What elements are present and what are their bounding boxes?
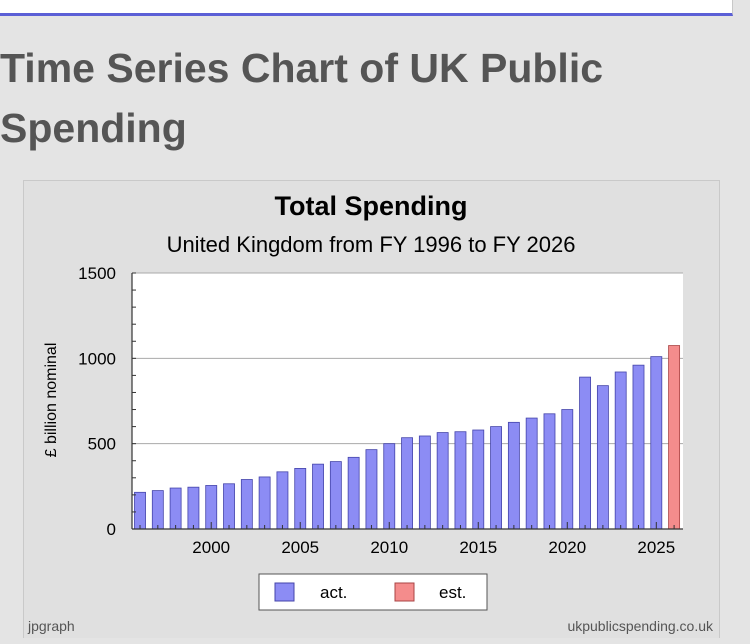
bar-2015 bbox=[472, 429, 485, 530]
bar-2012 bbox=[418, 435, 431, 530]
bar-1996 bbox=[134, 491, 146, 530]
bar-2022 bbox=[596, 385, 609, 530]
y-tick-label-0: 0 bbox=[107, 520, 116, 539]
bar-2007 bbox=[329, 461, 342, 530]
legend: act. est. bbox=[258, 573, 488, 611]
legend-swatch-act bbox=[274, 582, 295, 602]
bar-2020 bbox=[561, 409, 574, 530]
bar-2024 bbox=[632, 364, 645, 530]
bar-2021 bbox=[579, 376, 592, 530]
axes bbox=[131, 272, 683, 530]
credit-right: ukpublicspending.co.uk bbox=[567, 618, 714, 634]
bar-2019 bbox=[543, 413, 556, 530]
bar-2009 bbox=[365, 449, 378, 530]
x-tick-label-2010: 2010 bbox=[370, 538, 408, 557]
bar-2004 bbox=[276, 471, 289, 530]
bar-2017 bbox=[507, 421, 520, 530]
legend-box bbox=[258, 573, 488, 611]
legend-label-est: est. bbox=[439, 583, 466, 602]
y-axis-label: £ billion nominal bbox=[43, 343, 60, 458]
bar-2025 bbox=[650, 356, 663, 530]
chart-subtitle: United Kingdom from FY 1996 to FY 2026 bbox=[167, 232, 576, 257]
bar-2008 bbox=[347, 456, 360, 530]
x-tick-label-2005: 2005 bbox=[281, 538, 319, 557]
page-title: Time Series Chart of UK Public Spending bbox=[0, 45, 604, 151]
bar-2016 bbox=[490, 426, 502, 530]
x-tick-label-2020: 2020 bbox=[548, 538, 586, 557]
legend-label-act: act. bbox=[320, 583, 347, 602]
bar-1997 bbox=[151, 490, 164, 530]
x-tick-labels: 2000 2005 2010 2015 2020 2025 bbox=[192, 538, 675, 557]
y-tick-labels: 0 500 1000 1500 bbox=[78, 264, 116, 539]
x-tick-label-2025: 2025 bbox=[637, 538, 675, 557]
y-tick-label-500: 500 bbox=[88, 435, 116, 454]
bar-2026 bbox=[668, 345, 681, 530]
bar-2023 bbox=[614, 371, 627, 530]
x-tick-label-2000: 2000 bbox=[192, 538, 230, 557]
y-tick-label-1500: 1500 bbox=[78, 264, 116, 283]
legend-swatch-est bbox=[394, 582, 415, 602]
bar-2001 bbox=[223, 483, 235, 530]
spending-chart: Total Spending United Kingdom from FY 19… bbox=[27, 191, 714, 634]
bar-2011 bbox=[401, 437, 413, 530]
credit-left: jpgraph bbox=[27, 618, 75, 634]
bar-2002 bbox=[240, 479, 253, 530]
bar-2014 bbox=[454, 431, 467, 530]
x-tick-label-2015: 2015 bbox=[459, 538, 497, 557]
bar-2003 bbox=[258, 476, 271, 530]
bars bbox=[134, 345, 681, 530]
bar-2013 bbox=[436, 432, 449, 530]
y-tick-label-1000: 1000 bbox=[78, 349, 116, 368]
chart-title: Total Spending bbox=[275, 191, 468, 221]
bar-1998 bbox=[169, 487, 182, 530]
bar-2006 bbox=[312, 463, 324, 530]
bar-2005 bbox=[294, 468, 307, 530]
bar-1999 bbox=[187, 486, 200, 530]
bar-2018 bbox=[525, 417, 538, 530]
chart-frame: Total Spending United Kingdom from FY 19… bbox=[23, 180, 720, 638]
header-rule bbox=[0, 0, 733, 16]
bar-2010 bbox=[383, 443, 396, 530]
